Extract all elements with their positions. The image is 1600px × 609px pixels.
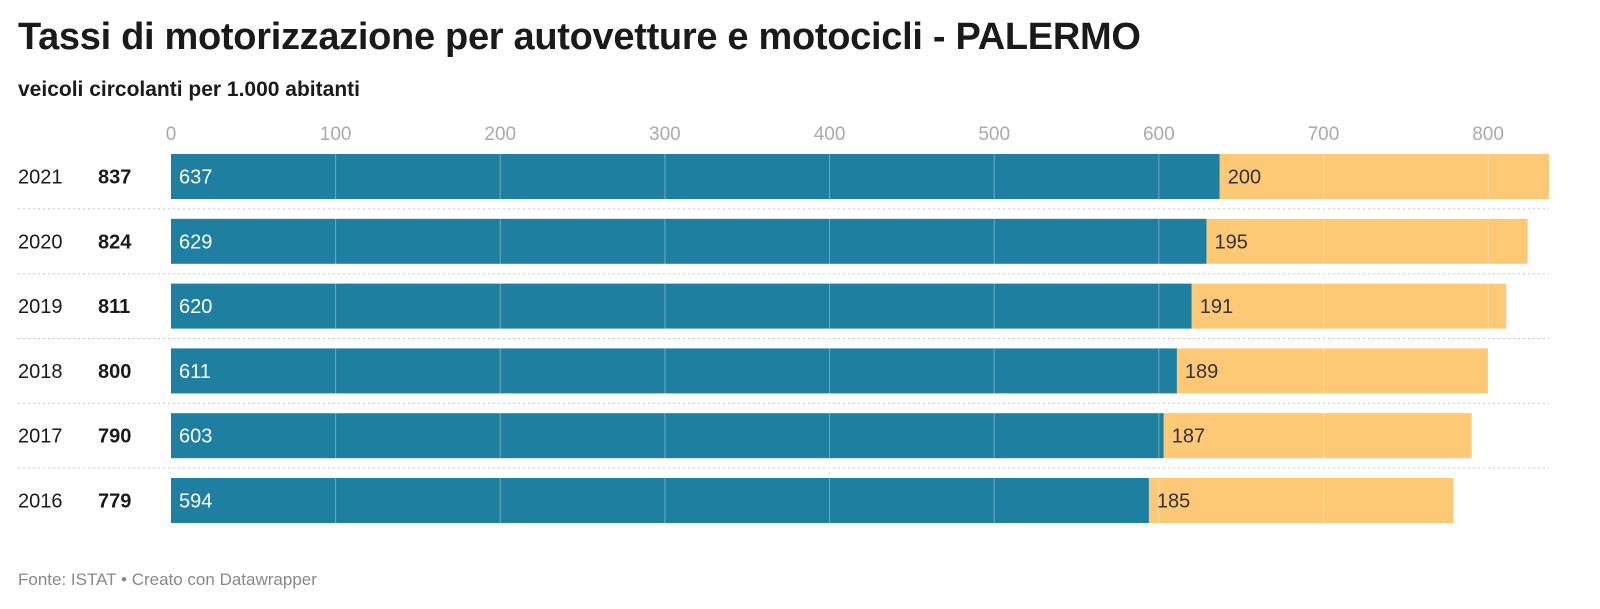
x-tick-label: 300 xyxy=(649,124,681,145)
year-label: 2019 xyxy=(18,296,63,318)
x-tick-label: 400 xyxy=(814,124,846,145)
credit-note: Creato con Datawrapper xyxy=(131,570,317,589)
x-tick-label: 600 xyxy=(1143,124,1175,145)
value-label-autovetture: 603 xyxy=(179,426,212,448)
value-label-motocicli: 191 xyxy=(1200,296,1233,318)
x-tick-label: 0 xyxy=(166,124,177,145)
total-label: 800 xyxy=(98,361,131,383)
year-label: 2018 xyxy=(18,361,63,383)
total-label: 811 xyxy=(98,296,130,318)
bar-motocicli xyxy=(1163,413,1472,459)
bar-motocicli xyxy=(1219,154,1549,199)
year-label: 2016 xyxy=(18,491,63,513)
value-label-autovetture: 637 xyxy=(179,167,212,189)
chart-footer: Fonte: ISTAT • Creato con Datawrapper xyxy=(18,570,317,590)
total-label: 790 xyxy=(98,426,131,448)
value-label-autovetture: 620 xyxy=(179,296,212,318)
bar-motocicli xyxy=(1148,478,1454,523)
year-label: 2020 xyxy=(18,231,63,253)
footer-separator: • xyxy=(121,570,127,589)
bar-autovetture xyxy=(171,154,1220,199)
value-label-autovetture: 611 xyxy=(179,361,211,383)
x-tick-label: 500 xyxy=(978,124,1010,145)
bar-motocicli xyxy=(1176,348,1489,394)
value-label-motocicli: 187 xyxy=(1172,426,1205,448)
bar-autovetture xyxy=(171,478,1149,523)
total-label: 779 xyxy=(98,491,131,513)
value-label-motocicli: 189 xyxy=(1185,361,1218,383)
bar-autovetture xyxy=(171,283,1192,329)
year-label: 2017 xyxy=(18,426,63,448)
year-label: 2021 xyxy=(18,167,63,189)
chart-subtitle: veicoli circolanti per 1.000 abitanti xyxy=(18,78,360,101)
bar-autovetture xyxy=(171,348,1177,394)
x-tick-label: 700 xyxy=(1308,124,1340,145)
bar-motocicli xyxy=(1206,218,1528,264)
source-note: Fonte: ISTAT xyxy=(18,570,117,589)
bar-autovetture xyxy=(171,413,1164,459)
x-tick-label: 200 xyxy=(484,124,516,145)
bar-motocicli xyxy=(1191,283,1507,329)
value-label-motocicli: 185 xyxy=(1157,491,1190,513)
value-label-motocicli: 195 xyxy=(1215,231,1248,253)
total-label: 824 xyxy=(98,231,132,253)
x-tick-label: 800 xyxy=(1472,124,1504,145)
value-label-motocicli: 200 xyxy=(1228,167,1261,189)
x-tick-label: 100 xyxy=(320,124,352,145)
total-label: 837 xyxy=(98,167,131,189)
value-label-autovetture: 594 xyxy=(179,491,212,513)
bar-autovetture xyxy=(171,218,1207,264)
chart-title: Tassi di motorizzazione per autovetture … xyxy=(18,16,1141,58)
value-label-autovetture: 629 xyxy=(179,231,212,253)
